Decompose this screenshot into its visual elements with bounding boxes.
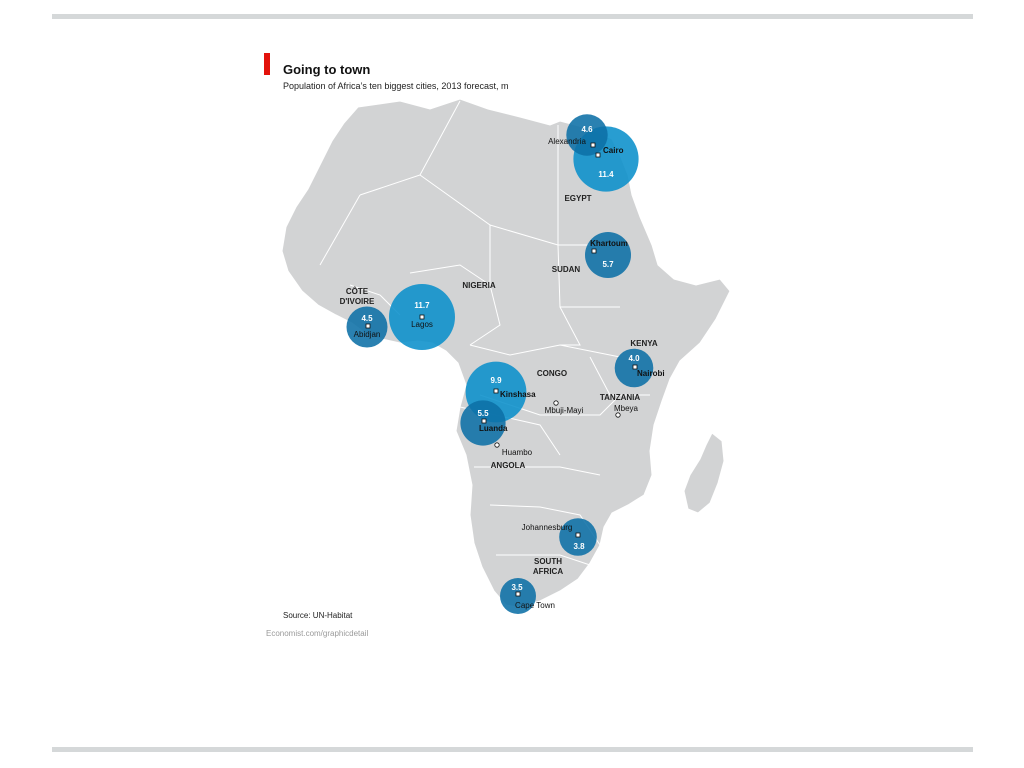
population-label-cape-town: 3.5 <box>511 583 523 592</box>
population-label-lagos: 11.7 <box>414 301 430 310</box>
bottom-rule <box>52 747 973 752</box>
source-note: Source: UN-Habitat <box>283 611 353 620</box>
country-label-egypt: EGYPT <box>564 194 591 203</box>
africa-landmass <box>281 98 731 608</box>
population-label-cairo: 11.4 <box>598 170 614 179</box>
city-marker-khartoum <box>591 248 597 254</box>
population-label-johannesburg: 3.8 <box>573 542 585 551</box>
population-label-abidjan: 4.5 <box>361 314 373 323</box>
city-marker-mbuji-mayi <box>553 400 559 406</box>
city-marker-kinshasa <box>493 388 499 394</box>
city-label-mbuji-mayi: Mbuji-Mayi <box>545 406 584 415</box>
population-label-alexandria: 4.6 <box>581 125 593 134</box>
country-label-nigeria: NIGERIA <box>462 281 496 290</box>
madagascar <box>683 432 725 514</box>
city-label-mbeya: Mbeya <box>614 404 639 413</box>
population-label-khartoum: 5.7 <box>602 260 614 269</box>
chart-title: Going to town <box>283 62 371 77</box>
city-label-luanda: Luanda <box>479 424 508 433</box>
city-label-johannesburg: Johannesburg <box>522 523 573 532</box>
city-marker-johannesburg <box>575 532 581 538</box>
city-label-alexandria: Alexandria <box>548 137 586 146</box>
country-label-south-africa: SOUTH AFRICA <box>533 557 563 576</box>
city-label-cape-town: Cape Town <box>515 601 555 610</box>
city-label-kinshasa: Kinshasa <box>500 390 536 399</box>
city-label-nairobi: Nairobi <box>637 369 665 378</box>
city-label-huambo: Huambo <box>502 448 533 457</box>
land-layer <box>281 98 731 608</box>
country-label-c-te-d-ivoire: CÔTE D'IVOIRE <box>340 287 375 306</box>
population-label-nairobi: 4.0 <box>628 354 640 363</box>
city-marker-luanda <box>481 418 487 424</box>
city-label-khartoum: Khartoum <box>590 239 628 248</box>
country-label-angola: ANGOLA <box>491 461 526 470</box>
population-label-luanda: 5.5 <box>477 409 489 418</box>
credit-link[interactable]: Economist.com/graphicdetail <box>266 629 369 638</box>
country-label-congo: CONGO <box>537 369 567 378</box>
country-labels: EGYPT SUDAN NIGERIA CÔTE D'IVOIRE CONGO KENYA T… <box>340 194 658 576</box>
population-label-kinshasa: 9.9 <box>490 376 502 385</box>
city-marker-mbeya <box>615 412 621 418</box>
city-marker-lagos <box>419 314 425 320</box>
city-label-lagos: Lagos <box>411 320 433 329</box>
country-label-tanzania: TANZANIA <box>600 393 641 402</box>
title-accent-bar <box>264 53 270 75</box>
city-marker-huambo <box>494 442 500 448</box>
city-label-abidjan: Abidjan <box>354 330 381 339</box>
top-rule <box>52 14 973 19</box>
city-label-cairo: Cairo <box>603 146 624 155</box>
city-marker-alexandria <box>590 142 596 148</box>
city-marker-cape-town <box>515 591 521 597</box>
bubble-khartoum[interactable] <box>585 232 631 278</box>
city-marker-abidjan <box>365 323 371 329</box>
city-bubbles: Lagos 11.7 Cairo 11.4 Kinshasa 9.9 Khartoum 5.7… <box>346 114 665 614</box>
africa-map: EGYPT SUDAN NIGERIA CÔTE D'IVOIRE CONGO KENYA T… <box>281 98 731 614</box>
bubble-alexandria[interactable] <box>566 114 608 156</box>
city-marker-nairobi <box>632 364 638 370</box>
country-label-kenya: KENYA <box>630 339 657 348</box>
city-marker-cairo <box>595 152 601 158</box>
country-label-sudan: SUDAN <box>552 265 581 274</box>
chart-subtitle: Population of Africa’s ten biggest citie… <box>283 81 509 91</box>
